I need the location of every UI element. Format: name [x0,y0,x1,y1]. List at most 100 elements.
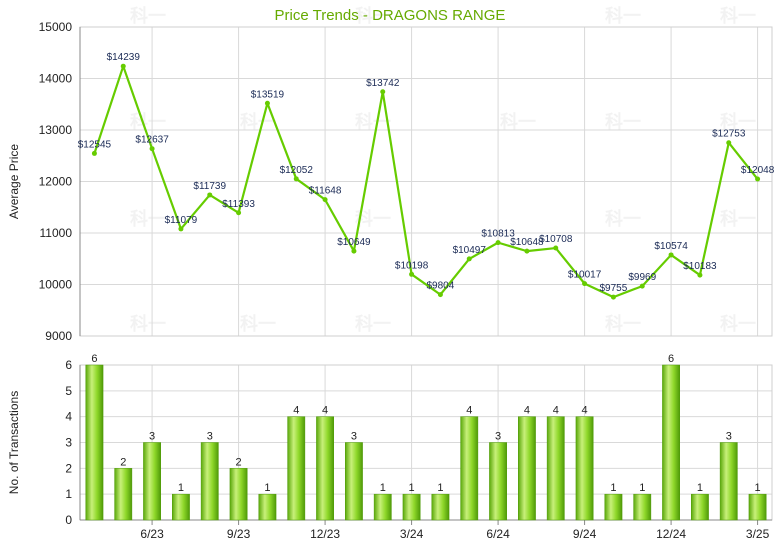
x-tick-label: 6/24 [486,527,510,541]
transaction-bar [460,416,479,521]
x-tick-label: 12/24 [656,527,686,541]
price-data-label: $12048 [741,165,775,176]
transaction-count-label: 2 [236,456,242,468]
transaction-count-label: 1 [380,482,386,494]
transaction-count-label: 6 [91,353,97,365]
top-y-axis-title: Average Price [7,144,21,219]
bottom-y-tick-label: 2 [65,461,72,475]
price-point [726,140,732,146]
price-data-label: $12753 [712,129,746,140]
bottom-y-axis-title: No. of Transactions [7,391,21,494]
price-point [91,150,97,156]
price-data-label: $9755 [600,283,628,294]
transaction-count-label: 1 [610,482,616,494]
watermark-text: 科一 [605,208,641,230]
price-data-label: $10648 [510,237,544,248]
bottom-y-tick-label: 0 [65,513,72,527]
transaction-bar [143,442,161,521]
marks-layer [85,63,767,521]
top-y-tick-label: 9000 [45,329,72,343]
transaction-count-label: 6 [668,353,674,365]
price-point [639,283,645,289]
top-y-tick-label: 15000 [39,20,73,34]
transaction-count-label: 1 [639,482,645,494]
price-point [437,292,443,298]
transaction-bar [200,442,219,521]
transaction-bar [518,416,536,521]
watermark-text: 科一 [720,208,756,230]
price-point [380,89,386,95]
transaction-bar [287,416,306,521]
top-y-tick-label: 13000 [39,123,73,137]
top-y-tick-label: 11000 [40,226,73,240]
transaction-bar [229,468,248,521]
transaction-bar [373,493,392,521]
transaction-bar [604,493,623,521]
price-data-label: $10574 [654,241,688,252]
transaction-bar [748,493,767,521]
price-point [120,63,126,69]
transaction-bar [114,468,133,521]
transaction-count-label: 4 [466,405,472,417]
price-line [93,65,759,299]
price-data-label: $10497 [453,245,487,256]
watermark-text: 科一 [500,111,536,133]
axes-layer [79,26,773,525]
x-tick-label: 9/23 [227,527,251,541]
price-data-label: $13742 [366,78,400,89]
transaction-count-label: 4 [293,405,299,417]
transaction-bar [431,493,450,521]
price-point [466,256,472,262]
bottom-y-tick-label: 5 [65,384,72,398]
transaction-count-label: 3 [207,431,213,443]
price-data-label: $10708 [539,234,573,245]
x-tick-label: 6/23 [140,527,164,541]
price-data-label: $10649 [337,237,371,248]
watermark-text: 科一 [240,111,276,133]
watermark-text: 科一 [130,313,166,335]
chart-title: Price Trends - DRAGONS RANGE [275,7,506,24]
price-point [668,252,674,258]
transaction-bar [633,493,652,521]
top-y-tick-label: 12000 [39,175,73,189]
price-data-label: $11079 [165,215,198,226]
price-data-label: $10017 [568,270,602,281]
price-data-label: $11739 [193,181,226,192]
watermark-text: 科一 [605,313,641,335]
price-point [351,248,357,254]
transaction-count-label: 1 [264,482,270,494]
transaction-bar [719,442,738,521]
watermark-text: 科一 [720,5,756,27]
transaction-count-label: 3 [149,431,155,443]
price-data-label: $13519 [251,89,285,100]
transaction-bar [345,442,363,521]
price-point [322,197,328,203]
watermark-text: 科一 [355,208,391,230]
transaction-count-label: 3 [351,431,357,443]
x-tick-label: 3/25 [746,527,770,541]
transaction-count-label: 1 [755,482,761,494]
price-data-label: $10813 [481,229,515,240]
price-point [755,176,761,182]
price-data-label: $11648 [309,186,342,197]
price-point [582,281,588,287]
transaction-bar [691,493,709,521]
price-data-label: $10183 [683,261,717,272]
price-point [178,226,184,232]
transaction-count-label: 4 [524,405,530,417]
price-point [207,192,213,198]
transaction-bar [85,364,104,521]
transaction-count-label: 1 [409,482,415,494]
watermark-text: 科一 [355,5,391,27]
price-point [697,272,703,278]
watermark-text: 科一 [240,313,276,335]
watermark-text: 科一 [130,5,166,27]
price-data-label: $12545 [78,139,112,150]
transaction-bar [662,364,680,521]
price-data-label: $11393 [222,199,255,210]
price-point [553,245,559,251]
transaction-count-label: 1 [178,482,184,494]
price-data-label: $12052 [280,165,314,176]
transaction-bar [258,493,277,521]
